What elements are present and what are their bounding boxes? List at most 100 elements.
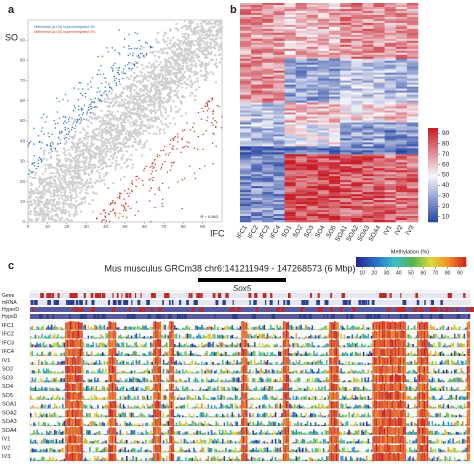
scatter-dot (131, 166, 134, 169)
heatmap-cell (262, 168, 274, 171)
colorbar-swatch (380, 257, 384, 267)
heatmap-cell (317, 76, 330, 79)
heatmap-cell (240, 36, 252, 40)
scatter-dot (86, 125, 90, 128)
heatmap-cell (317, 56, 330, 60)
scatter-dot (153, 115, 157, 119)
scatter-dot (197, 135, 200, 138)
heatmap-cell (273, 24, 285, 28)
scatter-dot (189, 94, 192, 97)
scatter-dot (40, 158, 43, 160)
scatter-dot (140, 63, 144, 67)
scatter-dot (138, 97, 141, 101)
colorbar-swatch (378, 257, 382, 267)
scatter-dot (103, 142, 106, 146)
scatter-dot (189, 68, 192, 71)
heatmap-cell (351, 16, 363, 20)
heatmap-cell (251, 36, 263, 40)
heatmap-cell (373, 192, 385, 195)
heatmap-cell (317, 180, 330, 183)
scatter-dot (210, 70, 213, 74)
scatter-dot (104, 216, 107, 219)
scatter-dot (185, 28, 188, 31)
scatter-dot (160, 113, 163, 116)
scatter-dot (102, 120, 105, 123)
scatter-dot (123, 98, 127, 102)
scatter-dot (58, 117, 61, 119)
track-feature (399, 314, 402, 319)
heatmap-cell (406, 62, 419, 66)
heatmap-cell (362, 202, 374, 205)
scatter-dot (100, 123, 103, 127)
scatter-dot (107, 82, 111, 85)
track-feature (69, 314, 71, 319)
heatmap-cell (251, 70, 263, 73)
scatter-dot (76, 118, 78, 120)
scatter-dot (80, 182, 83, 186)
scatter-dot (91, 210, 95, 213)
scatter-dot (91, 166, 94, 170)
scatter-dot (160, 52, 164, 55)
scatter-dot (164, 40, 168, 43)
scatter-dot (39, 207, 42, 210)
heatmap-cell (351, 150, 363, 153)
heatmap-cell (395, 66, 408, 69)
scatter-dot (202, 74, 205, 78)
heatmap-cell (351, 126, 363, 129)
scatter-dot (145, 54, 148, 57)
heatmap-cell (317, 196, 330, 199)
scatter-dot (141, 89, 144, 93)
scatter-dot (104, 212, 107, 214)
gene-bar (198, 278, 286, 282)
scatter-dot (97, 131, 101, 135)
scatter-dot (63, 199, 66, 202)
track-feature (308, 314, 312, 319)
scatter-dot (126, 106, 130, 109)
heatmap-cell (373, 10, 385, 14)
heatmap-cell (273, 216, 285, 219)
track-feature (74, 293, 77, 298)
scatter-dot (138, 56, 140, 58)
scatter-dot (193, 130, 196, 133)
heatmap-cell (295, 194, 308, 197)
heatmap-cell (406, 122, 419, 125)
scatter-dot (205, 105, 207, 107)
scatter-dot (183, 76, 187, 79)
scatter-dot (93, 166, 97, 169)
heatmap-cell (373, 172, 385, 175)
track-feature (46, 314, 49, 319)
heatmap-cell (262, 122, 274, 125)
scatter-dot (110, 87, 113, 89)
heatmap-cell (240, 66, 252, 69)
scatter-dot (195, 43, 199, 46)
heatmap-cell (273, 182, 285, 185)
heatmap-cell (395, 32, 408, 36)
scatter-dot (52, 201, 55, 204)
scatter-dot (86, 179, 89, 182)
heatmap-cell (351, 186, 363, 189)
heatmap-cell (262, 3, 274, 6)
scatter-dot (70, 180, 73, 183)
heatmap-cell (306, 84, 319, 87)
heatmap-cell (362, 18, 374, 22)
heatmap-cell (395, 136, 408, 139)
scatter-dot (96, 138, 99, 142)
y-tick-label: 10 (20, 199, 26, 204)
scatter-dot (43, 217, 47, 221)
heatmap-cell (262, 194, 274, 197)
scatter-dot (105, 145, 109, 148)
scatter-dot (160, 168, 162, 170)
scatter-dot (64, 186, 68, 189)
track-feature (69, 293, 74, 298)
heatmap-cell (262, 48, 274, 52)
scatter-dot (87, 109, 89, 111)
scatter-dot (52, 188, 55, 192)
scatter-dot (173, 137, 175, 139)
scatter-dot (46, 207, 50, 210)
heatmap-cell (351, 140, 363, 143)
y-tick-label: 50 (20, 118, 26, 123)
heatmap-cell (273, 68, 285, 71)
heatmap-cell (306, 40, 319, 44)
heatmap-cell (373, 16, 385, 20)
